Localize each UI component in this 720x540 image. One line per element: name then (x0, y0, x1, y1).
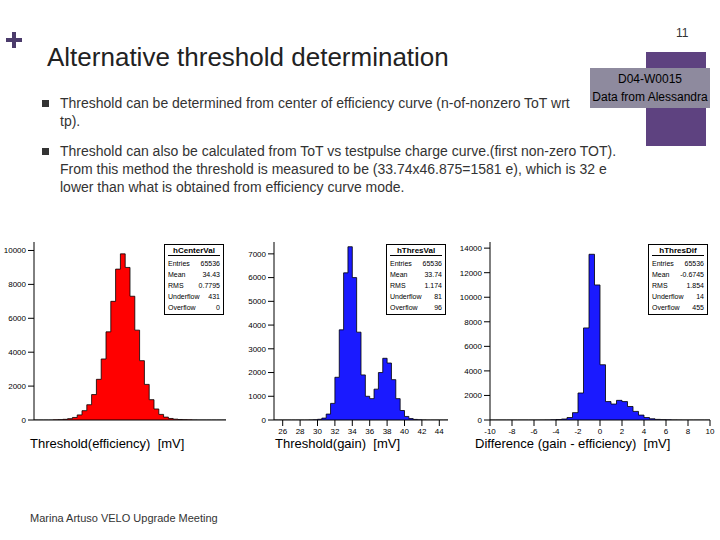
html-text:0.7795: 0.7795 (198, 282, 220, 289)
html-text:455: 455 (692, 304, 704, 311)
html-text:Threshold(efficiency) [mV]: Threshold(efficiency) [mV] (30, 436, 185, 451)
svg-text:4: 4 (642, 427, 647, 436)
html-text:RMS: RMS (168, 282, 184, 289)
svg-text:12000: 12000 (460, 269, 483, 278)
html-text:RMS: RMS (652, 282, 668, 289)
html-text:Underflow: Underflow (652, 293, 684, 300)
html-text:34.43: 34.43 (202, 271, 220, 278)
html-text:431: 431 (208, 293, 220, 300)
html-text:hThresDif: hThresDif (659, 246, 697, 255)
html-text:Overflow: Overflow (652, 304, 680, 311)
svg-text:0: 0 (598, 427, 603, 436)
svg-text:3000: 3000 (248, 345, 266, 354)
html-text:Marina Artuso VELO Upgrade Mee: Marina Artuso VELO Upgrade Meeting (30, 512, 218, 524)
svg-text:8000: 8000 (464, 318, 482, 327)
svg-text:40: 40 (400, 427, 409, 436)
svg-text:0: 0 (22, 416, 27, 425)
html-text:Underflow: Underflow (168, 293, 200, 300)
html-text:Difference (gain - efficiency): Difference (gain - efficiency) [mV] (475, 436, 671, 451)
svg-text:2: 2 (620, 427, 625, 436)
html-text:Data from Alessandra: Data from Alessandra (592, 90, 708, 104)
html-text:65536: 65536 (684, 260, 704, 267)
svg-text:2000: 2000 (464, 391, 482, 400)
html-text:65536: 65536 (200, 260, 220, 267)
svg-text:-6: -6 (530, 427, 538, 436)
html-text:Mean: Mean (168, 271, 186, 278)
html-text:hThresVal: hThresVal (396, 246, 436, 255)
svg-text:1000: 1000 (248, 392, 266, 401)
html-text:Mean: Mean (652, 271, 670, 278)
svg-text:-8: -8 (508, 427, 516, 436)
svg-text:-10: -10 (484, 427, 496, 436)
svg-text:0: 0 (478, 416, 483, 425)
html-text:D04-W0015: D04-W0015 (618, 72, 682, 86)
html-text:14: 14 (696, 293, 704, 300)
html-text:Entries: Entries (168, 260, 190, 267)
svg-text:-4: -4 (552, 427, 560, 436)
html-text:Alternative threshold determin: Alternative threshold determination (47, 42, 449, 72)
html-text:Mean: Mean (390, 271, 408, 278)
svg-text:14000: 14000 (460, 244, 483, 253)
svg-text:5000: 5000 (248, 297, 266, 306)
html-text:1.854: 1.854 (686, 282, 704, 289)
html-text:11: 11 (676, 26, 689, 40)
svg-text:8000: 8000 (8, 280, 26, 289)
html-text:81: 81 (434, 293, 442, 300)
svg-text:30: 30 (313, 427, 322, 436)
html-text:1.174: 1.174 (424, 282, 442, 289)
svg-text:6000: 6000 (248, 273, 266, 282)
svg-text:6: 6 (664, 427, 669, 436)
html-text:33.74: 33.74 (424, 271, 442, 278)
html-text:RMS: RMS (390, 282, 406, 289)
svg-text:4000: 4000 (248, 321, 266, 330)
svg-text:8: 8 (686, 427, 691, 436)
html-text:0: 0 (216, 304, 220, 311)
html-text:Underflow: Underflow (390, 293, 422, 300)
svg-text:10000: 10000 (460, 293, 483, 302)
svg-text:2000: 2000 (8, 382, 26, 391)
html-text:65536: 65536 (422, 260, 442, 267)
svg-text:34: 34 (348, 427, 357, 436)
html-text:Threshold(gain) [mV]: Threshold(gain) [mV] (275, 436, 400, 451)
svg-text:2000: 2000 (248, 368, 266, 377)
html-text:-0.6745: -0.6745 (680, 271, 704, 278)
html-text:Entries: Entries (652, 260, 674, 267)
html-text:Threshold can be determined fr: Threshold can be determined from center … (60, 95, 570, 129)
svg-text:38: 38 (383, 427, 392, 436)
html-text:Overflow: Overflow (168, 304, 196, 311)
html-text:Overflow: Overflow (390, 304, 418, 311)
svg-text:-2: -2 (574, 427, 582, 436)
svg-text:6000: 6000 (464, 342, 482, 351)
svg-text:26: 26 (278, 427, 287, 436)
html-text:hCenterVal: hCenterVal (173, 246, 215, 255)
svg-text:10000: 10000 (8, 246, 27, 255)
svg-text:32: 32 (330, 427, 339, 436)
svg-text:44: 44 (435, 427, 444, 436)
svg-text:10: 10 (706, 427, 712, 436)
html-text:96: 96 (434, 304, 442, 311)
svg-text:4000: 4000 (464, 367, 482, 376)
svg-text:36: 36 (365, 427, 374, 436)
html-text:Threshold can also be calculat: Threshold can also be calculated from To… (60, 143, 617, 195)
html-text:Entries: Entries (390, 260, 412, 267)
svg-text:6000: 6000 (8, 314, 26, 323)
svg-text:0: 0 (262, 416, 267, 425)
svg-text:7000: 7000 (248, 250, 266, 259)
svg-text:4000: 4000 (8, 348, 26, 357)
svg-text:42: 42 (417, 427, 426, 436)
svg-text:28: 28 (296, 427, 305, 436)
